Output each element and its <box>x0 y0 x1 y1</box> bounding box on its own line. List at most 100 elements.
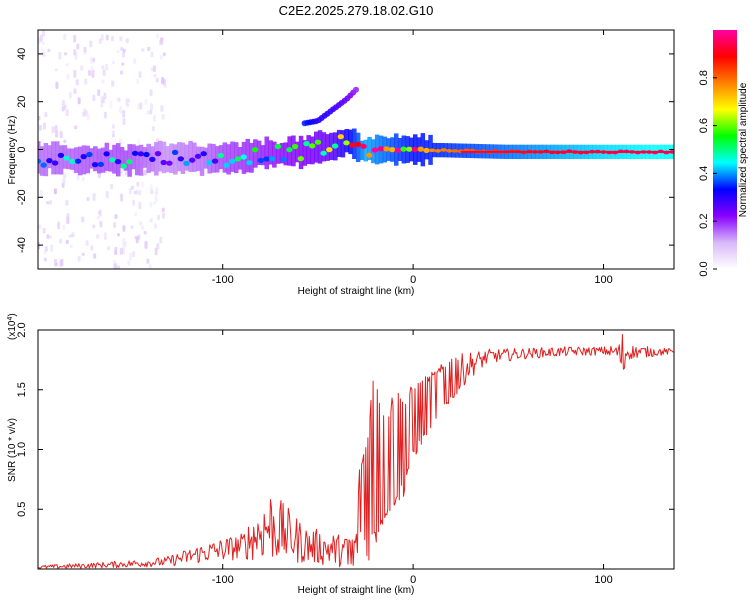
noise-speckle <box>44 246 48 252</box>
noise-speckle <box>42 122 46 130</box>
noise-speckle <box>155 77 159 83</box>
carrier-envelope <box>47 145 52 169</box>
carrier-envelope <box>336 129 342 157</box>
noise-speckle <box>157 214 160 220</box>
noise-speckle <box>89 56 93 64</box>
noise-speckle <box>85 240 89 246</box>
noise-speckle <box>160 37 164 42</box>
noise-speckle <box>83 46 87 52</box>
noise-speckle <box>137 138 141 147</box>
noise-speckle <box>122 51 125 58</box>
carrier-envelope <box>302 140 308 166</box>
noise-speckle <box>113 222 117 228</box>
noise-speckle <box>42 227 46 234</box>
carrier-envelope <box>39 146 45 176</box>
noise-speckle <box>43 250 47 255</box>
carrier-envelope <box>161 141 167 174</box>
carrier-envelope <box>157 140 163 172</box>
noise-speckle <box>92 193 96 201</box>
noise-speckle <box>117 97 121 102</box>
noise-speckle <box>148 263 152 269</box>
noise-speckle <box>138 190 142 196</box>
noise-speckle <box>150 189 154 195</box>
noise-speckle <box>113 264 117 269</box>
noise-speckle <box>160 105 164 112</box>
carrier-core <box>131 150 139 156</box>
noise-speckle <box>42 30 46 37</box>
noise-speckle <box>64 52 68 56</box>
carrier-envelope <box>100 147 106 173</box>
colorbar-ticks: 0.0 0.2 0.4 0.6 0.8 <box>698 70 717 277</box>
noise-speckle <box>122 225 126 232</box>
noise-speckle <box>119 248 123 255</box>
noise-speckle <box>161 114 165 120</box>
noise-speckle <box>111 81 115 86</box>
noise-speckle <box>136 189 140 195</box>
carrier-peak-line <box>460 150 674 153</box>
noise-speckle <box>149 89 153 97</box>
noise-speckle <box>73 88 77 95</box>
carrier-core <box>189 157 196 163</box>
carrier-core <box>91 162 99 168</box>
snr-marks <box>38 334 674 569</box>
noise-speckle <box>150 51 154 58</box>
carrier-core <box>40 162 47 168</box>
carrier-envelope <box>123 150 129 171</box>
noise-speckle <box>53 188 57 195</box>
noise-speckle <box>136 78 140 85</box>
carrier-core <box>86 151 93 158</box>
spectrogram-x-tick-label: -100 <box>212 274 234 286</box>
carrier-envelope <box>329 132 334 160</box>
carrier-envelope <box>96 148 102 174</box>
carrier-envelope <box>264 136 269 170</box>
noise-speckle <box>65 199 69 206</box>
carrier-core <box>326 147 333 153</box>
carrier-envelope <box>93 146 98 172</box>
carrier-envelope <box>188 140 193 172</box>
noise-speckle <box>91 70 95 78</box>
noise-speckle <box>119 138 122 145</box>
snr-y-tick-label: 0.5 <box>16 502 28 517</box>
noise-speckle <box>77 255 81 262</box>
carrier-core <box>343 140 350 146</box>
carrier-core <box>177 156 184 162</box>
noise-speckle <box>141 48 145 52</box>
noise-speckle <box>144 99 148 105</box>
carrier-envelope <box>272 141 277 168</box>
noise-speckle <box>101 96 105 104</box>
noise-speckle <box>74 51 78 60</box>
carrier-core <box>274 143 282 150</box>
carrier-core <box>246 160 253 166</box>
carrier-envelope <box>253 139 258 168</box>
noise-speckle <box>158 39 162 46</box>
noise-speckle <box>122 110 126 118</box>
carrier-core <box>383 146 390 152</box>
carrier-envelope <box>275 144 281 164</box>
carrier-envelope <box>310 136 315 165</box>
snr-y-label: SNR (10 * v/v) <box>7 418 18 482</box>
snr-y-tick-label: 1.0 <box>16 442 28 457</box>
noise-speckle <box>84 78 88 85</box>
noise-speckle <box>54 259 57 267</box>
noise-speckle <box>71 233 75 238</box>
noise-speckle <box>155 187 159 195</box>
noise-speckle <box>154 247 158 256</box>
noise-speckle <box>101 79 105 84</box>
carrier-envelope <box>165 146 170 173</box>
noise-speckle <box>58 51 62 60</box>
spectrogram-x-label: Height of straight line (km) <box>298 286 415 297</box>
carrier-core <box>160 159 167 166</box>
noise-speckle <box>151 126 155 132</box>
noise-speckle <box>150 103 153 111</box>
carrier-envelope <box>43 143 49 177</box>
carrier-core <box>154 151 162 157</box>
carrier-envelope <box>298 135 304 170</box>
colorbar: 0.0 0.2 0.4 0.6 0.8 Normalized spectral ampl… <box>698 30 749 277</box>
noise-speckle <box>69 244 73 248</box>
carrier-envelope <box>268 140 273 165</box>
carrier-core <box>109 157 116 163</box>
carrier-core <box>200 151 207 157</box>
noise-speckle <box>116 50 120 54</box>
noise-speckle <box>149 184 153 191</box>
noise-speckle <box>138 71 142 78</box>
